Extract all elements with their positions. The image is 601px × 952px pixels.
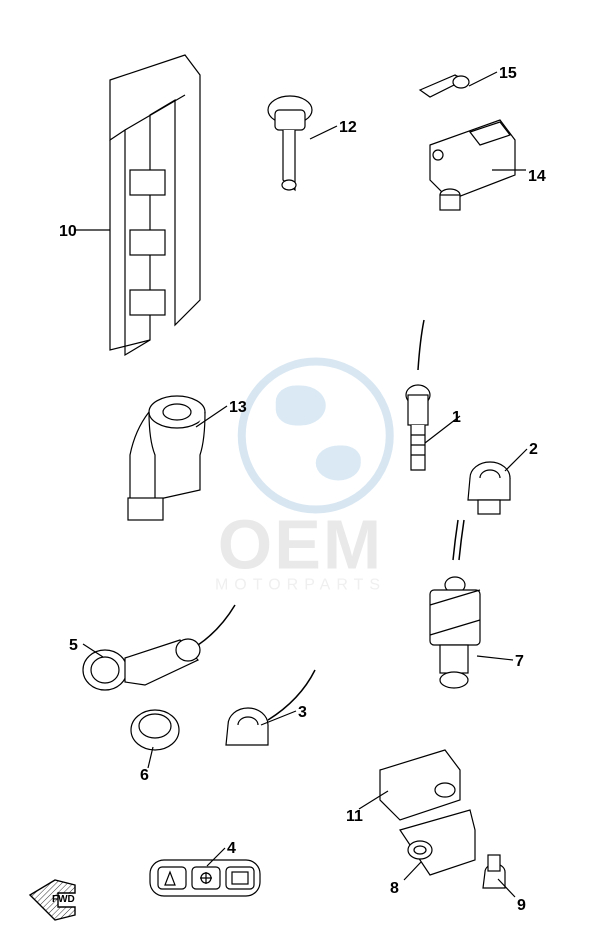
part-1-sensor [406,320,430,470]
parts-diagram-canvas: OEM MOTORPARTS [0,0,601,952]
callout-7: 7 [515,653,524,671]
callout-4: 4 [227,840,236,858]
callout-14: 14 [528,168,546,186]
callout-8: 8 [390,880,399,898]
part-15-bolt [420,75,469,97]
part-4-panel [150,860,260,896]
part-13-boot [128,396,205,520]
callout-9: 9 [517,897,526,915]
part-8-bracket [400,810,475,875]
fwd-label: FWD [52,894,75,905]
callout-10: 10 [59,223,77,241]
callout-12: 12 [339,119,357,137]
part-11-clip [380,750,460,820]
part-7-solenoid [430,520,480,688]
callout-15: 15 [499,65,517,83]
callout-6: 6 [140,767,149,785]
part-10-bracket [110,55,200,355]
callout-2: 2 [529,441,538,459]
part-14-module [430,120,515,210]
callout-13: 13 [229,399,247,417]
part-5-switch [83,605,235,690]
part-12-sensor [268,96,312,190]
callout-5: 5 [69,637,78,655]
callout-11: 11 [346,808,363,826]
part-6-cap [131,710,179,750]
leader-lines: FWD [0,0,601,952]
callout-1: 1 [452,409,461,427]
part-2-switch [468,462,510,514]
callout-3: 3 [298,704,307,722]
